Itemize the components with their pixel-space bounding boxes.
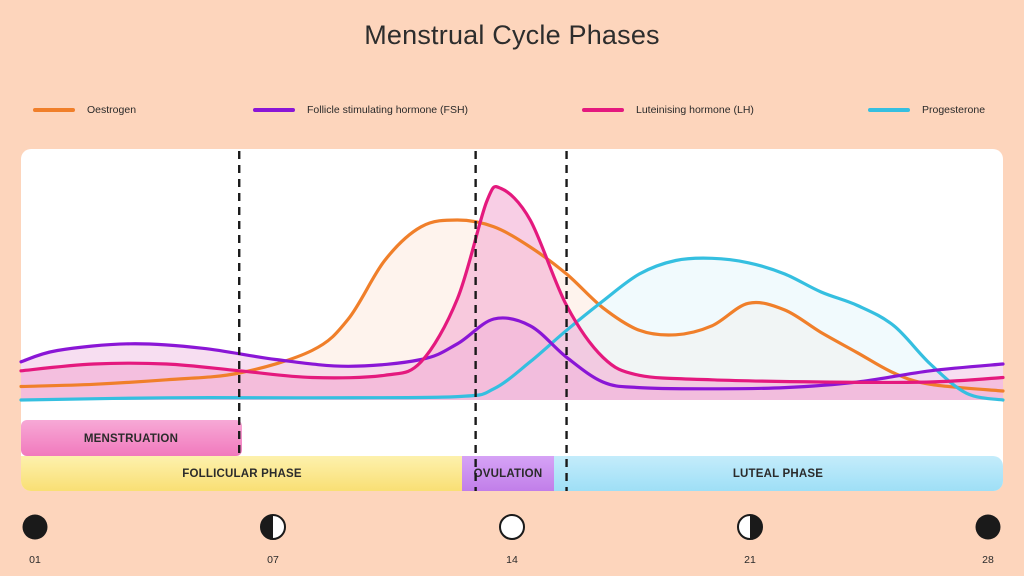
page-title: Menstrual Cycle Phases [364, 20, 660, 50]
legend-label-fsh: Follicle stimulating hormone (FSH) [307, 104, 469, 116]
legend-item-oestrogen: Oestrogen [33, 102, 136, 118]
progesterone-line [19, 256, 1005, 402]
moon-day-28: 28 [975, 514, 1001, 566]
first-quarter-moon-icon [260, 514, 286, 540]
moon-day-21: 21 [737, 514, 763, 566]
legend-swatch-lh [582, 108, 624, 112]
oestrogen-line [19, 218, 1005, 393]
legend-label-progesterone: Progesterone [922, 104, 986, 116]
luteinising-hormone-line [19, 185, 1005, 385]
follicular-phase-bar [21, 456, 462, 491]
full-moon-icon [499, 514, 525, 540]
new-moon-icon [22, 514, 48, 540]
legend-label-lh: Luteinising hormone (LH) [636, 104, 754, 116]
ovulation-bar [462, 456, 554, 491]
series-group [19, 185, 1005, 402]
last-quarter-moon-icon [737, 514, 763, 540]
moon-day-07: 07 [260, 514, 286, 566]
day-label-21: 21 [744, 554, 756, 566]
moon-day-14: 14 [499, 514, 525, 566]
legend-swatch-progesterone [868, 108, 910, 112]
follicle-stimulating-hormone-line [19, 316, 1005, 391]
day-label-28: 28 [982, 554, 994, 566]
menstruation-label: MENSTRUATION [84, 433, 178, 445]
legend-item-progesterone: Progesterone [868, 102, 985, 118]
follicular-phase-label: FOLLICULAR PHASE [182, 468, 302, 480]
day-label-07: 07 [267, 554, 279, 566]
legend-label-oestrogen: Oestrogen [87, 104, 137, 116]
day-label-01: 01 [29, 554, 41, 566]
luteal-phase-bar [554, 456, 1003, 491]
legend-swatch-oestrogen [33, 108, 75, 112]
luteal-phase-label: LUTEAL PHASE [733, 468, 823, 480]
luteinising-hormone-area [21, 186, 1003, 400]
day-label-14: 14 [506, 554, 518, 566]
progesterone-area [21, 258, 1003, 400]
legend-item-fsh: Follicle stimulating hormone (FSH) [253, 102, 468, 118]
legend-swatch-fsh [253, 108, 295, 112]
new-moon-icon [975, 514, 1001, 540]
ovulation-label: OVULATION [474, 468, 543, 480]
moon-day-01: 01 [22, 514, 48, 566]
legend-item-lh: Luteinising hormone (LH) [582, 102, 754, 118]
menstruation-bar [21, 420, 242, 456]
phase-dividers [238, 151, 568, 491]
